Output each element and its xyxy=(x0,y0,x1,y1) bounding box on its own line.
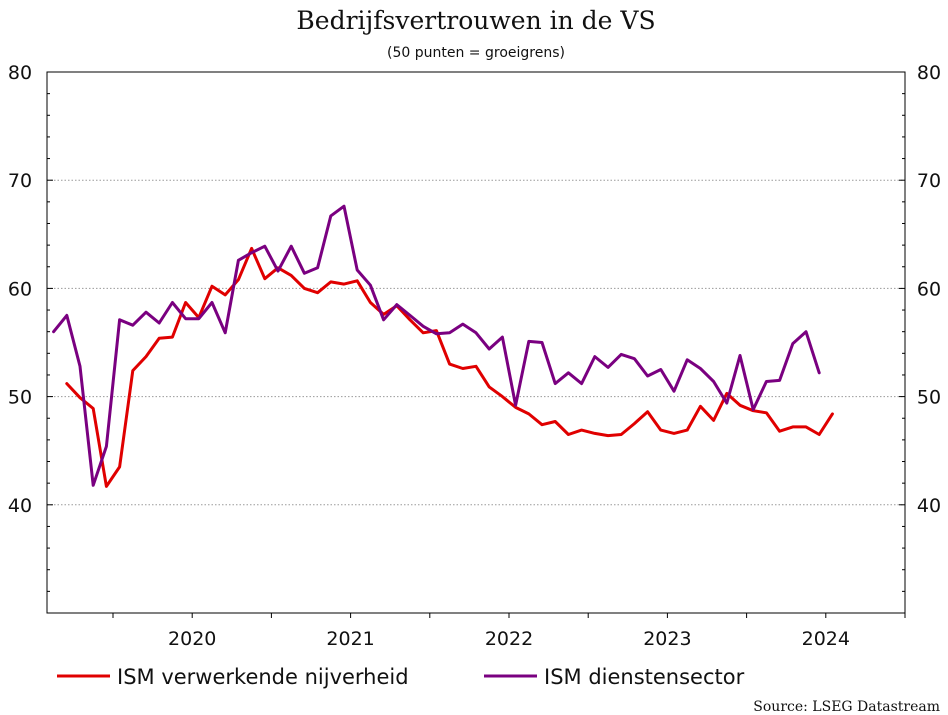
y-tick-label-left-70: 70 xyxy=(8,170,32,192)
legend: ISM verwerkende nijverheid ISM dienstens… xyxy=(57,665,745,689)
y-tick-label-right-40: 40 xyxy=(917,495,941,517)
y-tick-label-right-60: 60 xyxy=(917,278,941,300)
series-lines xyxy=(52,204,834,488)
legend-label-manufacturing: ISM verwerkende nijverheid xyxy=(117,665,409,689)
chart-title: Bedrijfsvertrouwen in de VS xyxy=(296,6,655,35)
legend-label-services: ISM dienstensector xyxy=(544,665,745,689)
series-line-1 xyxy=(52,204,821,487)
y-tick-label-left-50: 50 xyxy=(8,387,32,409)
gridlines xyxy=(47,179,905,506)
x-tick-label-2022: 2022 xyxy=(485,628,533,650)
y-axis: 40 40 50 50 60 60 70 70 80 80 xyxy=(8,62,941,614)
y-tick-label-left-40: 40 xyxy=(8,495,32,517)
y-tick-label-right-70: 70 xyxy=(917,170,941,192)
y-tick-label-right-80: 80 xyxy=(917,62,941,84)
x-axis: 2020 2021 2022 2023 2024 xyxy=(112,613,906,650)
y-tick-label-left-60: 60 xyxy=(8,278,32,300)
plot-area-frame xyxy=(46,71,906,614)
x-tick-label-2024: 2024 xyxy=(802,628,850,650)
x-tick-label-2021: 2021 xyxy=(326,628,374,650)
chart-subtitle: (50 punten = groeigrens) xyxy=(387,45,565,61)
source-note: Source: LSEG Datastream xyxy=(753,699,940,715)
x-tick-label-2023: 2023 xyxy=(643,628,691,650)
y-tick-label-left-80: 80 xyxy=(8,62,32,84)
series-line-0 xyxy=(65,246,834,488)
y-tick-label-right-50: 50 xyxy=(917,387,941,409)
x-tick-label-2020: 2020 xyxy=(168,628,216,650)
